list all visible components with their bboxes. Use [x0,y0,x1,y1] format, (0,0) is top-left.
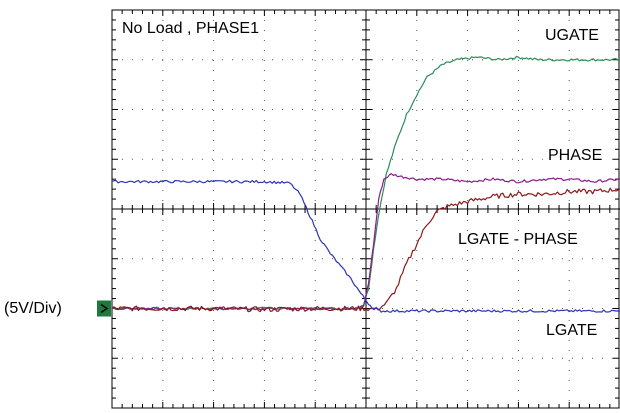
graticule [111,9,620,409]
ground-marker [97,300,111,317]
traces [111,55,620,313]
series-label-ugate: UGATE [543,27,601,45]
series-label-lgate-phase: LGATE - PHASE [456,231,580,249]
chart-title: No Load , PHASE1 [122,20,259,37]
ground-marker-arrow-icon [100,303,109,314]
series-label-phase: PHASE [546,147,605,165]
y-axis-label: (5V/Div) [4,300,62,317]
series-label-lgate: LGATE [544,322,600,340]
trace-lgate-phase [111,187,620,313]
trace-lgate [111,179,620,313]
ground-marker-box [97,300,111,317]
